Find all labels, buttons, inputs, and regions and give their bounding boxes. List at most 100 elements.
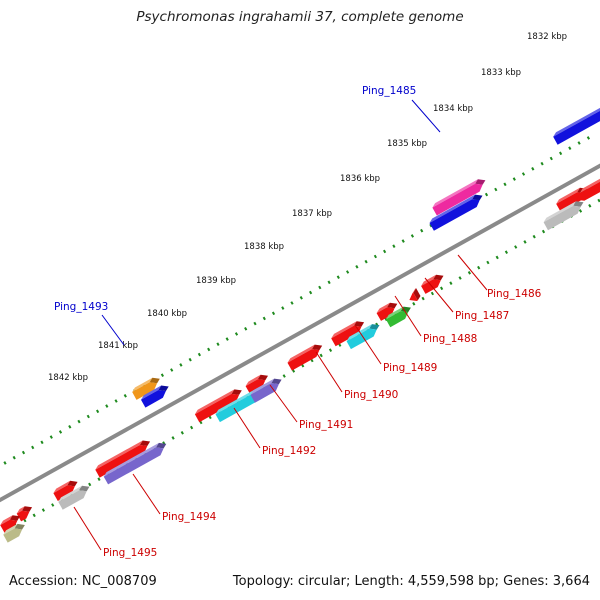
gene-blue-1485 xyxy=(429,194,483,231)
inner-tick-dot xyxy=(514,245,518,249)
gene-red-1487 xyxy=(409,288,421,301)
outer-tick-dot xyxy=(512,177,516,181)
inner-tick-dot xyxy=(412,302,416,306)
gene-top-face xyxy=(579,178,600,193)
outer-tick-dot xyxy=(3,461,7,465)
gene-top-face xyxy=(250,378,275,395)
outer-tick-dot xyxy=(95,409,100,414)
gene-blue-top xyxy=(553,107,600,145)
gene-front-face xyxy=(16,510,30,522)
outer-tick-dot xyxy=(308,290,313,295)
gene-gray-top xyxy=(543,201,584,231)
outer-tick-dot xyxy=(58,430,63,434)
outer-tick-dot xyxy=(577,141,581,145)
outer-tick-dot xyxy=(558,151,563,156)
inner-tick-dot xyxy=(180,431,184,435)
inner-tick-dot xyxy=(477,265,481,270)
gene-front-face xyxy=(58,490,87,510)
gene-top-face xyxy=(429,194,475,223)
gene-end-face xyxy=(67,480,78,487)
gene-magenta xyxy=(432,179,486,216)
inner-tick-dot xyxy=(328,348,333,352)
gene-cyan-1489 xyxy=(346,324,380,350)
outer-tick-dot xyxy=(521,172,526,176)
outer-tick-dot xyxy=(77,419,81,424)
outer-tick-dot xyxy=(170,368,174,372)
gene-top-face xyxy=(346,324,372,342)
gene-top-face xyxy=(53,480,71,494)
inner-tick-dot xyxy=(88,482,92,487)
outer-tick-dot xyxy=(216,342,220,346)
outer-tick-dot xyxy=(12,455,16,460)
genome-backbone xyxy=(0,163,600,503)
gene-red-1491 xyxy=(245,374,268,394)
gene-label: Ping_1491 xyxy=(299,419,353,431)
gene-end-face xyxy=(369,324,380,330)
gene-front-face xyxy=(409,292,418,301)
gene-front-face xyxy=(53,485,75,501)
tick-label: 1833 kbp xyxy=(481,68,521,78)
gene-top-face xyxy=(16,506,25,514)
gene-red-2 xyxy=(576,178,600,201)
outer-tick-dot xyxy=(31,445,35,450)
outer-tick-dot xyxy=(420,228,424,233)
outer-tick-dot xyxy=(364,259,368,264)
outer-tick-dot xyxy=(49,435,53,439)
map-title: Psychromonas ingrahamii 37, complete gen… xyxy=(136,9,464,25)
gene-top-face xyxy=(556,187,580,204)
gene-front-face xyxy=(543,205,581,231)
outer-tick-dot xyxy=(197,352,202,357)
gene-top-face xyxy=(0,515,13,526)
inner-tick-dot xyxy=(189,425,194,430)
outer-tick-dot xyxy=(327,280,331,285)
gene-top-face xyxy=(412,288,417,294)
gene-end-face xyxy=(433,274,444,281)
gene-end-face xyxy=(573,201,584,207)
gene-top-face xyxy=(432,179,478,208)
gene-olive-edge xyxy=(3,523,25,543)
gene-front-face xyxy=(194,393,240,423)
gene-top-face xyxy=(385,306,404,320)
gene-front-face xyxy=(556,192,585,212)
gene-orange-1493 xyxy=(132,377,160,400)
outer-tick-dot xyxy=(586,136,591,140)
outer-tick-dot xyxy=(244,327,248,331)
gene-front-face xyxy=(287,349,320,371)
gene-end-face xyxy=(413,288,421,301)
gene-end-face xyxy=(149,377,160,384)
tick-label: 1842 kbp xyxy=(48,373,88,383)
outer-tick-dot xyxy=(86,414,90,419)
outer-tick-dot xyxy=(392,244,396,248)
gene-red-1489 xyxy=(331,321,365,347)
gene-end-face xyxy=(156,442,167,449)
outer-tick-dot xyxy=(299,296,303,300)
outer-tick-dot xyxy=(40,440,44,445)
inner-tick-dot xyxy=(588,204,592,208)
gene-leader-line xyxy=(73,506,102,551)
gene-front-face xyxy=(421,279,441,294)
inner-tick-dot xyxy=(458,276,462,280)
gene-top-face xyxy=(3,523,18,535)
outer-tick-dot xyxy=(382,249,387,254)
gene-top-face xyxy=(543,201,577,223)
outer-tick-dot xyxy=(549,156,553,161)
outer-tick-dot xyxy=(179,363,183,367)
outer-tick-dot xyxy=(494,187,498,192)
outer-tick-dot xyxy=(568,146,572,150)
gene-front-face xyxy=(132,382,158,400)
gene-end-face xyxy=(158,385,169,391)
outer-tick-dot xyxy=(234,332,239,336)
gene-leader-line xyxy=(101,314,125,346)
inner-tick-dot xyxy=(449,281,453,285)
gene-end-face xyxy=(14,523,25,530)
gene-gray-1495 xyxy=(58,485,90,510)
tick-label: 1841 kbp xyxy=(98,341,138,351)
gene-front-face xyxy=(95,445,148,478)
gene-label: Ping_1494 xyxy=(162,511,217,523)
accession-text: Accession: NC_008709 xyxy=(9,574,157,589)
inner-tick-dot xyxy=(319,353,323,358)
outer-tick-dot xyxy=(290,301,294,305)
gene-red-1492 xyxy=(194,389,242,423)
outer-tick-dot xyxy=(271,311,276,316)
gene-top-face xyxy=(421,274,437,286)
